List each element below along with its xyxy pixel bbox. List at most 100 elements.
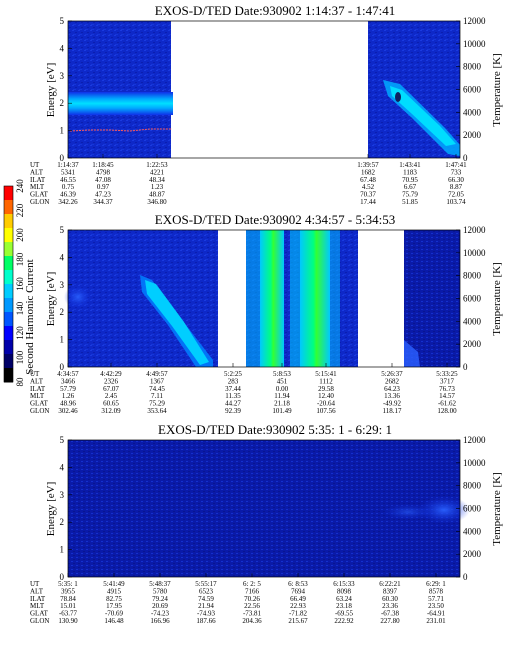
ephemeris-value: 70.26 [244,595,260,603]
ephemeris-value: 103.74 [446,198,466,206]
ephemeris-value: 44.27 [225,400,241,408]
ephemeris-value: 222.92 [334,617,354,625]
ephemeris-value: 1:39:57 [357,161,379,169]
ephemeris-value: 7694 [291,587,306,595]
y-right-tick-label: 6000 [463,504,482,514]
y-tick-label: 0 [60,153,65,163]
ephemeris-value: 204.36 [242,617,262,625]
ephemeris-row-label: GLAT [30,191,49,199]
colorbar-swatch [4,242,13,257]
ephemeris-value: 23.18 [336,602,352,610]
ephemeris-value: 5:15:41 [315,370,337,378]
ephemeris-value: -69.55 [335,610,354,618]
ephemeris-value: -63.77 [59,610,78,618]
ephemeris-value: 75.79 [402,191,418,199]
ephemeris-value: 76.73 [439,385,455,393]
colorbar-swatch [4,284,13,299]
ephemeris-value: 20.69 [152,602,168,610]
y-right-tick-label: 10000 [463,39,486,49]
y-right-tick-label: 0 [463,572,468,582]
ephemeris-row-label: GLAT [30,610,49,618]
y-tick-label: 1 [60,126,65,136]
y-tick-label: 5 [60,16,65,26]
ephemeris-row-label: MLT [30,183,45,191]
ephemeris-row-label: ILAT [30,595,46,603]
y-tick-label: 2 [60,517,65,527]
ephemeris-value: 6: 2: 5 [243,580,261,588]
y-axis-label: Energy [eV] [45,482,57,536]
y-right-tick-label: 2000 [463,549,482,559]
ephemeris-row-label: GLON [30,198,49,206]
colorbar-swatch [4,270,13,285]
ephemeris-value: 6:15:33 [333,580,355,588]
ephemeris-value: 2682 [385,377,400,385]
ephemeris-row-label: GLON [30,407,49,415]
ephemeris-value: 60.65 [103,400,119,408]
colorbar-swatch [4,354,13,369]
ephemeris-value: 66.49 [290,595,306,603]
y-right-tick-label: 4000 [463,526,482,536]
y-right-tick-label: 8000 [463,481,482,491]
ephemeris-value: 0.00 [276,385,289,393]
colorbar-tick-label: 240 [15,179,25,193]
ephemeris-value: 4:49:57 [146,370,168,378]
ephemeris-columns: 1:14:37534146.550.7546.39342.261:18:4547… [57,154,467,206]
y-axis-label: Energy [eV] [45,272,57,326]
ephemeris-value: 48.87 [149,191,165,199]
ephemeris-value: 6: 8:53 [288,580,308,588]
panel-title: EXOS-D/TED Date:930902 4:34:57 - 5:34:53 [155,212,395,227]
colorbar-tick-label: 80 [15,377,25,387]
ephemeris-value: 3466 [61,377,76,385]
ephemeris-value: 75.29 [149,400,165,408]
ephemeris-value: 78.84 [60,595,76,603]
ephemeris-value: 46.55 [60,176,76,184]
ephemeris-value: 14.57 [439,392,455,400]
ephemeris-value: 0.97 [97,183,110,191]
ephemeris-value: 302.46 [58,407,78,415]
y-right-tick-label: 10000 [463,248,486,258]
ephemeris-value: 67.48 [360,176,376,184]
ephemeris-value: -61.62 [438,400,457,408]
ephemeris-value: 11.35 [225,392,241,400]
ephemeris-value: 22.56 [244,602,260,610]
ephemeris-value: 47.08 [95,176,111,184]
colorbar-swatch [4,368,13,383]
panel-title: EXOS-D/TED Date:930902 1:14:37 - 1:47:41 [155,3,395,18]
ephemeris-value: 48.96 [60,400,76,408]
spectrogram-area [68,21,460,158]
ephemeris-value: 17.44 [360,198,376,206]
y-right-tick-label: 12000 [463,16,486,26]
y-right-tick-label: 2000 [463,339,482,349]
colorbar-swatch [4,340,13,355]
y-tick-label: 2 [60,98,65,108]
ephemeris-row-label: ALT [30,587,44,595]
y-tick-label: 4 [60,252,65,262]
ephemeris-row-label: UT [30,580,40,588]
y-axis-label-right: Temperature [K] [491,262,503,335]
ephemeris-value: 3717 [440,377,455,385]
ephemeris-value: 74.59 [198,595,214,603]
y-tick-label: 5 [60,225,65,235]
y-tick-label: 4 [60,462,65,472]
y-axis-label: Energy [eV] [45,63,57,117]
colorbar-tick-label: 120 [15,326,25,340]
ephemeris-value: 47.23 [95,191,111,199]
ephemeris-value: 37.44 [225,385,241,393]
ephemeris-value: 5:8:53 [273,370,291,378]
ephemeris-value: 13.36 [384,392,400,400]
ephemeris-row-label: MLT [30,392,45,400]
spectrogram-area [68,440,470,577]
colorbar-tick-label: 160 [15,277,25,291]
ephemeris-row-label: ILAT [30,385,46,393]
ephemeris-value: 6:22:21 [379,580,401,588]
colorbar-swatch [4,186,13,201]
y-axis-label-right: Temperature [K] [491,472,503,545]
ephemeris-value: 1:47:41 [445,161,467,169]
ephemeris-value: 70.95 [402,176,418,184]
ephemeris-value: -49.92 [383,400,402,408]
ephemeris-value: 70.37 [360,191,376,199]
ephemeris-value: 5780 [153,587,168,595]
ephemeris-value: 118.17 [383,407,402,415]
